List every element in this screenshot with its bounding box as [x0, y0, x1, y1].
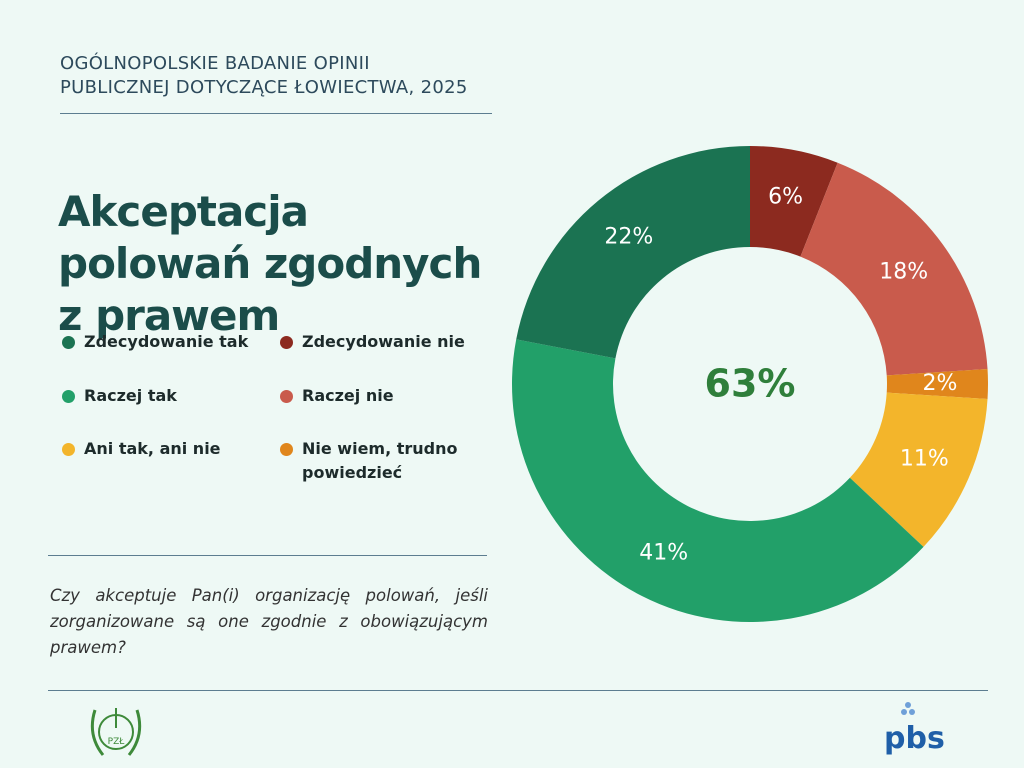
donut-segment — [800, 162, 988, 376]
question: Czy akceptuje Pan(i) organizację polowań… — [50, 586, 488, 657]
donut-segment — [886, 369, 988, 399]
legend-label: Zdecydowanie nie — [302, 332, 465, 351]
legend-label: Raczej nie — [302, 386, 394, 405]
header: OGÓLNOPOLSKIE BADANIE OPINII PUBLICZNEJ … — [60, 52, 468, 100]
legend-label: Ani tak, ani nie — [84, 439, 221, 458]
legend-swatch — [280, 443, 293, 456]
legend-item: Zdecydowanie nie — [280, 330, 492, 354]
header-line: PUBLICZNEJ DOTYCZĄCE ŁOWIECTWA, 2025 — [60, 77, 468, 98]
chart-title: Akceptacja polowań zgodnych z prawem — [58, 187, 482, 340]
legend-item: Raczej tak — [62, 384, 274, 408]
legend-swatch — [280, 336, 293, 349]
divider — [48, 690, 988, 691]
pzl-text: PZŁ — [108, 737, 126, 747]
pzl-logo: PZŁ — [90, 708, 142, 756]
value-label: 22% — [604, 225, 653, 250]
pbs-logo: pbs — [884, 702, 945, 756]
value-label: 41% — [639, 540, 688, 565]
legend-label: Raczej tak — [84, 386, 177, 405]
divider — [60, 113, 492, 114]
legend-swatch — [62, 336, 75, 349]
legend-label: Zdecydowanie tak — [84, 332, 249, 351]
pbs-text: pbs — [884, 721, 945, 756]
value-label: 6% — [768, 184, 803, 209]
donut-segment — [516, 146, 750, 359]
donut-segment — [750, 146, 838, 257]
legend-swatch — [280, 390, 293, 403]
legend-item: Raczej nie — [280, 384, 492, 408]
legend-item: Ani tak, ani nie — [62, 437, 274, 461]
legend-swatch — [62, 390, 75, 403]
donut-segment — [512, 339, 924, 622]
value-label: 2% — [923, 371, 958, 396]
divider — [48, 555, 487, 556]
value-label: 18% — [879, 259, 928, 284]
header-line: OGÓLNOPOLSKIE BADANIE OPINII — [60, 53, 370, 74]
legend-item: Zdecydowanie tak — [62, 330, 274, 354]
center-label: 63% — [705, 362, 796, 406]
value-label: 11% — [900, 446, 949, 471]
donut-segment — [849, 392, 988, 547]
legend-swatch — [62, 443, 75, 456]
legend-item: Nie wiem, trudno powiedzieć — [280, 437, 472, 485]
legend-label: Nie wiem, trudno powiedzieć — [302, 439, 458, 482]
